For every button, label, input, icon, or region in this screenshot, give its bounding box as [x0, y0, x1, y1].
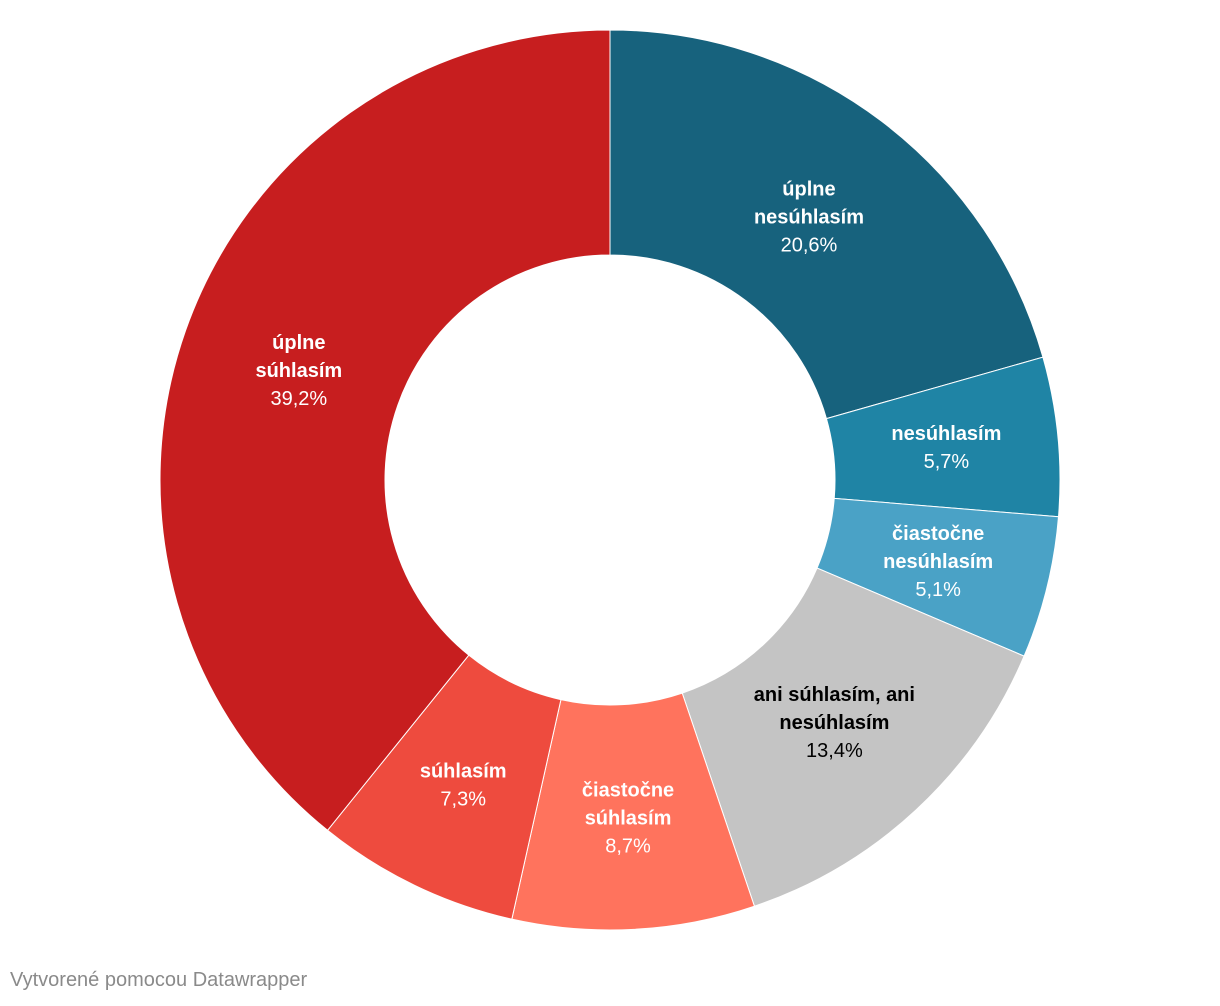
slice-value-label: 8,7%: [605, 836, 651, 858]
slice-value-label: 20,6%: [781, 235, 838, 257]
slice-category-label: súhlasím: [255, 360, 342, 382]
slice-category-label: súhlasím: [585, 808, 672, 830]
slice-category-label: čiastočne: [892, 523, 984, 545]
slice-label: nesúhlasím 5,7%: [891, 423, 1001, 473]
slice-category-label: čiastočne: [582, 780, 674, 802]
donut-slice[interactable]: [609, 29, 1044, 420]
slice-value-label: 39,2%: [270, 388, 327, 410]
slice-value-label: 5,1%: [915, 579, 961, 601]
donut-slice[interactable]: [159, 29, 611, 832]
slice-category-label: úplne: [782, 179, 835, 201]
slice-category-label: nesúhlasím: [754, 207, 864, 229]
slice-category-label: nesúhlasím: [779, 712, 889, 734]
slice-label: úplne nesúhlasím 20,6%: [754, 179, 864, 257]
slice-value-label: 13,4%: [806, 740, 863, 762]
slice-category-label: nesúhlasím: [891, 423, 1001, 445]
slice-label: ani súhlasím, ani nesúhlasím 13,4%: [754, 684, 915, 762]
slice-value-label: 7,3%: [440, 788, 486, 810]
slice-label: súhlasím 7,3%: [420, 760, 507, 810]
slice-label: čiastočne nesúhlasím 5,1%: [883, 523, 993, 601]
slice-category-label: úplne: [272, 332, 325, 354]
donut-slice[interactable]: [681, 567, 1025, 907]
slice-label: čiastočne súhlasím 8,7%: [582, 780, 674, 858]
slice-category-label: ani súhlasím, ani: [754, 684, 915, 706]
donut-chart: úplne nesúhlasím 20,6% nesúhlasím 5,7% čiasto…: [159, 29, 1061, 931]
slice-category-label: nesúhlasím: [883, 551, 993, 573]
slice-label: úplne súhlasím 39,2%: [255, 332, 342, 410]
slice-value-label: 5,7%: [924, 451, 970, 473]
datawrapper-credit[interactable]: Vytvorené pomocou Datawrapper: [10, 969, 308, 991]
slice-category-label: súhlasím: [420, 760, 507, 782]
